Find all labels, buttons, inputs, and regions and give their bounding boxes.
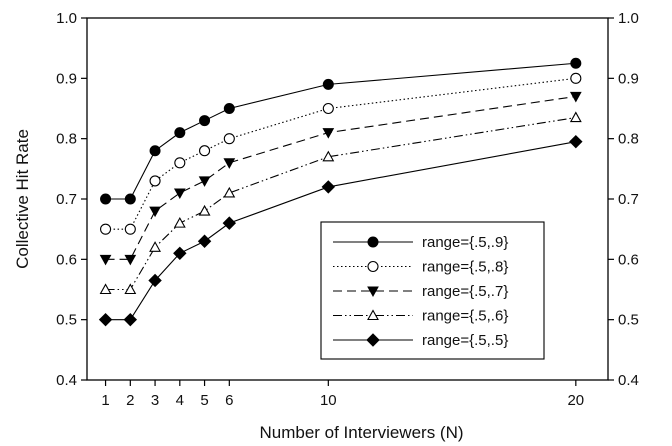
legend-marker: [367, 309, 379, 321]
legend-item: range={.5,.6}: [333, 308, 508, 325]
data-point: [199, 115, 211, 127]
data-point: [124, 193, 136, 205]
data-point: [149, 145, 161, 157]
series-layer: [98, 57, 583, 327]
right-y-tick-label: 0.8: [618, 131, 639, 148]
data-point: [173, 217, 186, 228]
data-point: [569, 111, 582, 123]
x-tick-label: 10: [320, 392, 337, 409]
data-point: [570, 72, 582, 84]
series-line: [105, 95, 576, 260]
data-point: [222, 216, 237, 230]
y-tick-label: 0.4: [56, 372, 77, 389]
data-point: [173, 246, 187, 261]
series-line: [105, 62, 576, 200]
data-point: [149, 206, 161, 218]
data-point: [174, 127, 186, 139]
data-point: [322, 78, 334, 90]
data-point: [322, 102, 334, 115]
series-line: [105, 77, 576, 230]
legend-label: range={.5,.5}: [422, 332, 508, 349]
x-tick-label: 20: [567, 392, 584, 409]
x-axis-ticks: 1 2 3 4 5 6 10 20: [101, 380, 584, 409]
legend-label: range={.5,.7}: [422, 283, 508, 300]
y-tick-label: 0.6: [56, 251, 77, 268]
legend-item: range={.5,.5}: [333, 332, 508, 349]
data-point: [174, 157, 186, 169]
data-point: [198, 204, 211, 216]
right-y-axis-ticks: 0.4 0.5 0.6 0.7 0.8 0.9 1.0: [608, 10, 639, 389]
legend-item: range={.5,.9}: [333, 234, 508, 251]
series-3: [99, 91, 582, 266]
data-point: [149, 175, 161, 187]
data-point: [148, 273, 162, 288]
legend-marker: [367, 286, 379, 298]
series-4: [99, 111, 582, 295]
legend: range={.5,.9} range={.5,.8} range={.5,.7} r…: [320, 221, 545, 360]
x-tick-label: 1: [101, 392, 109, 409]
data-point: [124, 223, 136, 235]
data-point: [98, 312, 113, 327]
y-tick-label: 0.9: [56, 70, 77, 87]
y-axis-title: Collective Hit Rate: [13, 129, 32, 269]
x-tick-label: 2: [126, 392, 134, 409]
y-tick-label: 0.7: [56, 191, 77, 208]
left-y-axis-ticks: 0.4 0.5 0.6 0.7 0.8 0.9 1.0: [56, 10, 87, 389]
right-y-tick-label: 0.7: [618, 191, 639, 208]
x-tick-label: 5: [200, 392, 208, 409]
legend-label: range={.5,.6}: [422, 308, 508, 325]
plot-frame: [86, 17, 609, 381]
data-point: [197, 234, 212, 248]
data-point: [569, 134, 583, 149]
series-line: [105, 141, 576, 321]
right-y-tick-label: 0.5: [618, 312, 639, 329]
data-point: [223, 133, 235, 145]
data-point: [124, 283, 137, 295]
legend-label: range={.5,.9}: [422, 234, 508, 251]
right-y-tick-label: 1.0: [618, 10, 639, 27]
data-point: [198, 176, 211, 187]
data-point: [99, 254, 112, 266]
right-y-tick-label: 0.4: [618, 372, 639, 389]
data-point: [100, 223, 112, 235]
series-1: [100, 57, 582, 205]
right-y-tick-label: 0.9: [618, 70, 639, 87]
data-point: [321, 180, 336, 194]
x-axis-title: Number of Interviewers (N): [259, 423, 463, 442]
data-point: [322, 150, 335, 162]
series-line: [105, 117, 576, 291]
x-tick-label: 4: [176, 392, 184, 409]
data-point: [223, 158, 236, 169]
y-tick-label: 1.0: [56, 10, 77, 27]
y-tick-label: 0.8: [56, 131, 77, 148]
data-point: [570, 57, 582, 69]
data-point: [223, 186, 236, 198]
data-point: [123, 312, 138, 327]
data-point: [100, 193, 112, 205]
data-point: [124, 254, 137, 266]
legend-label: range={.5,.8}: [422, 259, 508, 276]
data-point: [322, 128, 335, 139]
legend-marker: [367, 260, 379, 273]
legend-marker: [367, 236, 379, 248]
legend-item: range={.5,.7}: [333, 283, 508, 300]
series-5: [98, 134, 583, 327]
series-2: [100, 72, 582, 235]
legend-marker: [366, 333, 380, 347]
x-tick-label: 6: [225, 392, 233, 409]
data-point: [223, 103, 235, 114]
y-tick-label: 0.5: [56, 312, 77, 329]
legend-item: range={.5,.8}: [333, 259, 508, 276]
data-point: [173, 188, 186, 199]
x-tick-label: 3: [151, 392, 159, 409]
data-point: [99, 283, 112, 295]
legend-box: [320, 221, 545, 360]
data-point: [149, 241, 161, 252]
data-point: [569, 91, 582, 103]
data-point: [199, 145, 211, 157]
right-y-tick-label: 0.6: [618, 251, 639, 268]
